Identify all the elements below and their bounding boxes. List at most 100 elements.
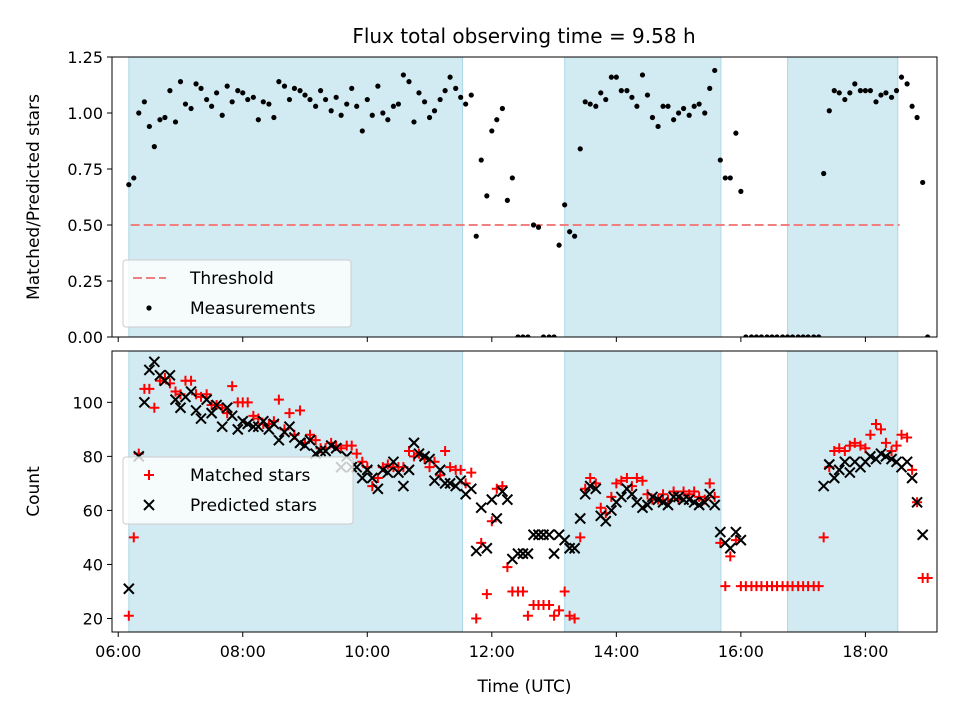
- predicted-stars-point: [579, 488, 591, 500]
- predicted-stars-point: [273, 434, 285, 446]
- predicted-stars-point: [382, 466, 394, 479]
- predicted-stars-point: [584, 480, 596, 492]
- matched-stars-point: [631, 472, 642, 483]
- measurements-point: [313, 103, 319, 109]
- panel2-y-tick-label: 20: [83, 609, 103, 628]
- measurements-point: [297, 88, 303, 94]
- measurements-point: [608, 74, 614, 80]
- matched-stars-point: [569, 613, 580, 624]
- panel1-y-tick-label: 0.50: [67, 216, 103, 235]
- predicted-stars-point: [423, 453, 436, 465]
- legend-matched-swatch: [144, 470, 154, 480]
- measurements-point: [691, 103, 697, 109]
- predicted-stars-point: [190, 404, 202, 417]
- panel2-y-tick-label: 80: [83, 447, 103, 466]
- measurements-point: [603, 96, 609, 103]
- measurements-point: [240, 90, 246, 96]
- measurements-point: [598, 90, 604, 96]
- measurements-point: [250, 94, 256, 100]
- matched-stars-point: [227, 381, 238, 392]
- measurements-point: [286, 96, 293, 103]
- predicted-stars-point: [709, 499, 721, 511]
- panel1-frame: [111, 56, 938, 338]
- predicted-stars-point: [428, 474, 441, 487]
- predicted-stars-point: [563, 542, 576, 554]
- measurements-point: [562, 202, 568, 208]
- measurements-point: [831, 88, 837, 94]
- predicted-stars-point: [839, 456, 851, 468]
- predicted-stars-point: [185, 385, 197, 398]
- matched-stars-point: [834, 443, 845, 454]
- predicted-stars-point: [916, 529, 929, 541]
- measurements-point: [307, 96, 313, 103]
- measurements-point: [260, 99, 266, 105]
- predicted-stars-point: [366, 472, 378, 484]
- matched-stars-point: [616, 475, 627, 486]
- panel1-legend-label: Measurements: [190, 299, 316, 319]
- measurements-point: [898, 74, 905, 80]
- panel2-y-tick-label: 40: [83, 555, 103, 574]
- measurements-point: [593, 103, 599, 109]
- matched-stars-point: [875, 424, 886, 435]
- panel2-x-tick-label: 14:00: [593, 642, 639, 661]
- panel2-legend-label: Matched stars: [190, 466, 310, 486]
- measurements-point: [126, 182, 132, 188]
- panel1-y-axis-label: Matched/Predicted stars: [24, 94, 44, 300]
- predicted-stars-point: [454, 474, 467, 487]
- measurements-point: [204, 96, 210, 103]
- measurements-point: [540, 334, 547, 337]
- measurements-point: [920, 179, 926, 186]
- measurements-point: [146, 123, 152, 130]
- predicted-stars-point: [548, 547, 560, 560]
- predicted-stars-point: [169, 393, 182, 406]
- predicted-stars-point: [392, 466, 405, 479]
- matched-stars-point: [704, 478, 715, 489]
- matched-stars-point: [678, 486, 689, 497]
- measurements-point: [276, 79, 282, 85]
- measurements-point: [639, 72, 646, 78]
- matched-stars-point: [813, 581, 824, 592]
- predicted-stars-point: [408, 437, 420, 449]
- predicted-stars-point: [641, 499, 654, 511]
- measurements-point: [338, 112, 344, 118]
- measurements-point: [167, 88, 173, 94]
- matched-stars-point: [575, 532, 586, 543]
- predicted-stars-point: [662, 499, 674, 511]
- predicted-stars-point: [330, 442, 342, 454]
- matched-stars-point: [585, 472, 596, 483]
- measurements-point: [478, 157, 484, 163]
- measurements-point: [821, 170, 827, 177]
- measurements-point: [649, 114, 656, 121]
- measurements-point: [141, 99, 147, 105]
- predicted-stars-point: [397, 480, 410, 492]
- predicted-stars-point: [532, 529, 545, 541]
- predicted-stars-point: [735, 534, 747, 546]
- predicted-stars-point: [512, 547, 524, 560]
- predicted-stars-point: [823, 458, 835, 471]
- matched-stars-point: [445, 462, 456, 473]
- matched-stars-point: [637, 475, 648, 486]
- predicted-stars-point: [268, 418, 280, 430]
- measurements-point: [177, 79, 184, 85]
- matched-stars-point: [595, 502, 606, 513]
- measurements-point: [873, 99, 879, 105]
- predicted-stars-point: [626, 488, 638, 500]
- predicted-stars-point: [699, 496, 711, 509]
- predicted-stars-point: [481, 542, 493, 554]
- measurements-point: [302, 92, 308, 98]
- predicted-stars-point: [195, 412, 207, 425]
- measurements-point: [888, 94, 895, 100]
- predicted-stars-point: [216, 420, 228, 433]
- predicted-stars-point: [387, 456, 400, 468]
- measurements-point: [172, 119, 179, 125]
- matched-stars-point: [336, 443, 347, 454]
- measurements-point: [364, 96, 370, 103]
- predicted-stars-point: [356, 472, 369, 484]
- measurements-point: [494, 117, 500, 123]
- measurements-point: [426, 114, 433, 121]
- predicted-stars-point: [646, 491, 659, 503]
- measurements-point: [572, 233, 578, 239]
- measurements-point: [484, 193, 490, 199]
- matched-stars-point: [720, 581, 731, 592]
- predicted-stars-point: [704, 488, 716, 500]
